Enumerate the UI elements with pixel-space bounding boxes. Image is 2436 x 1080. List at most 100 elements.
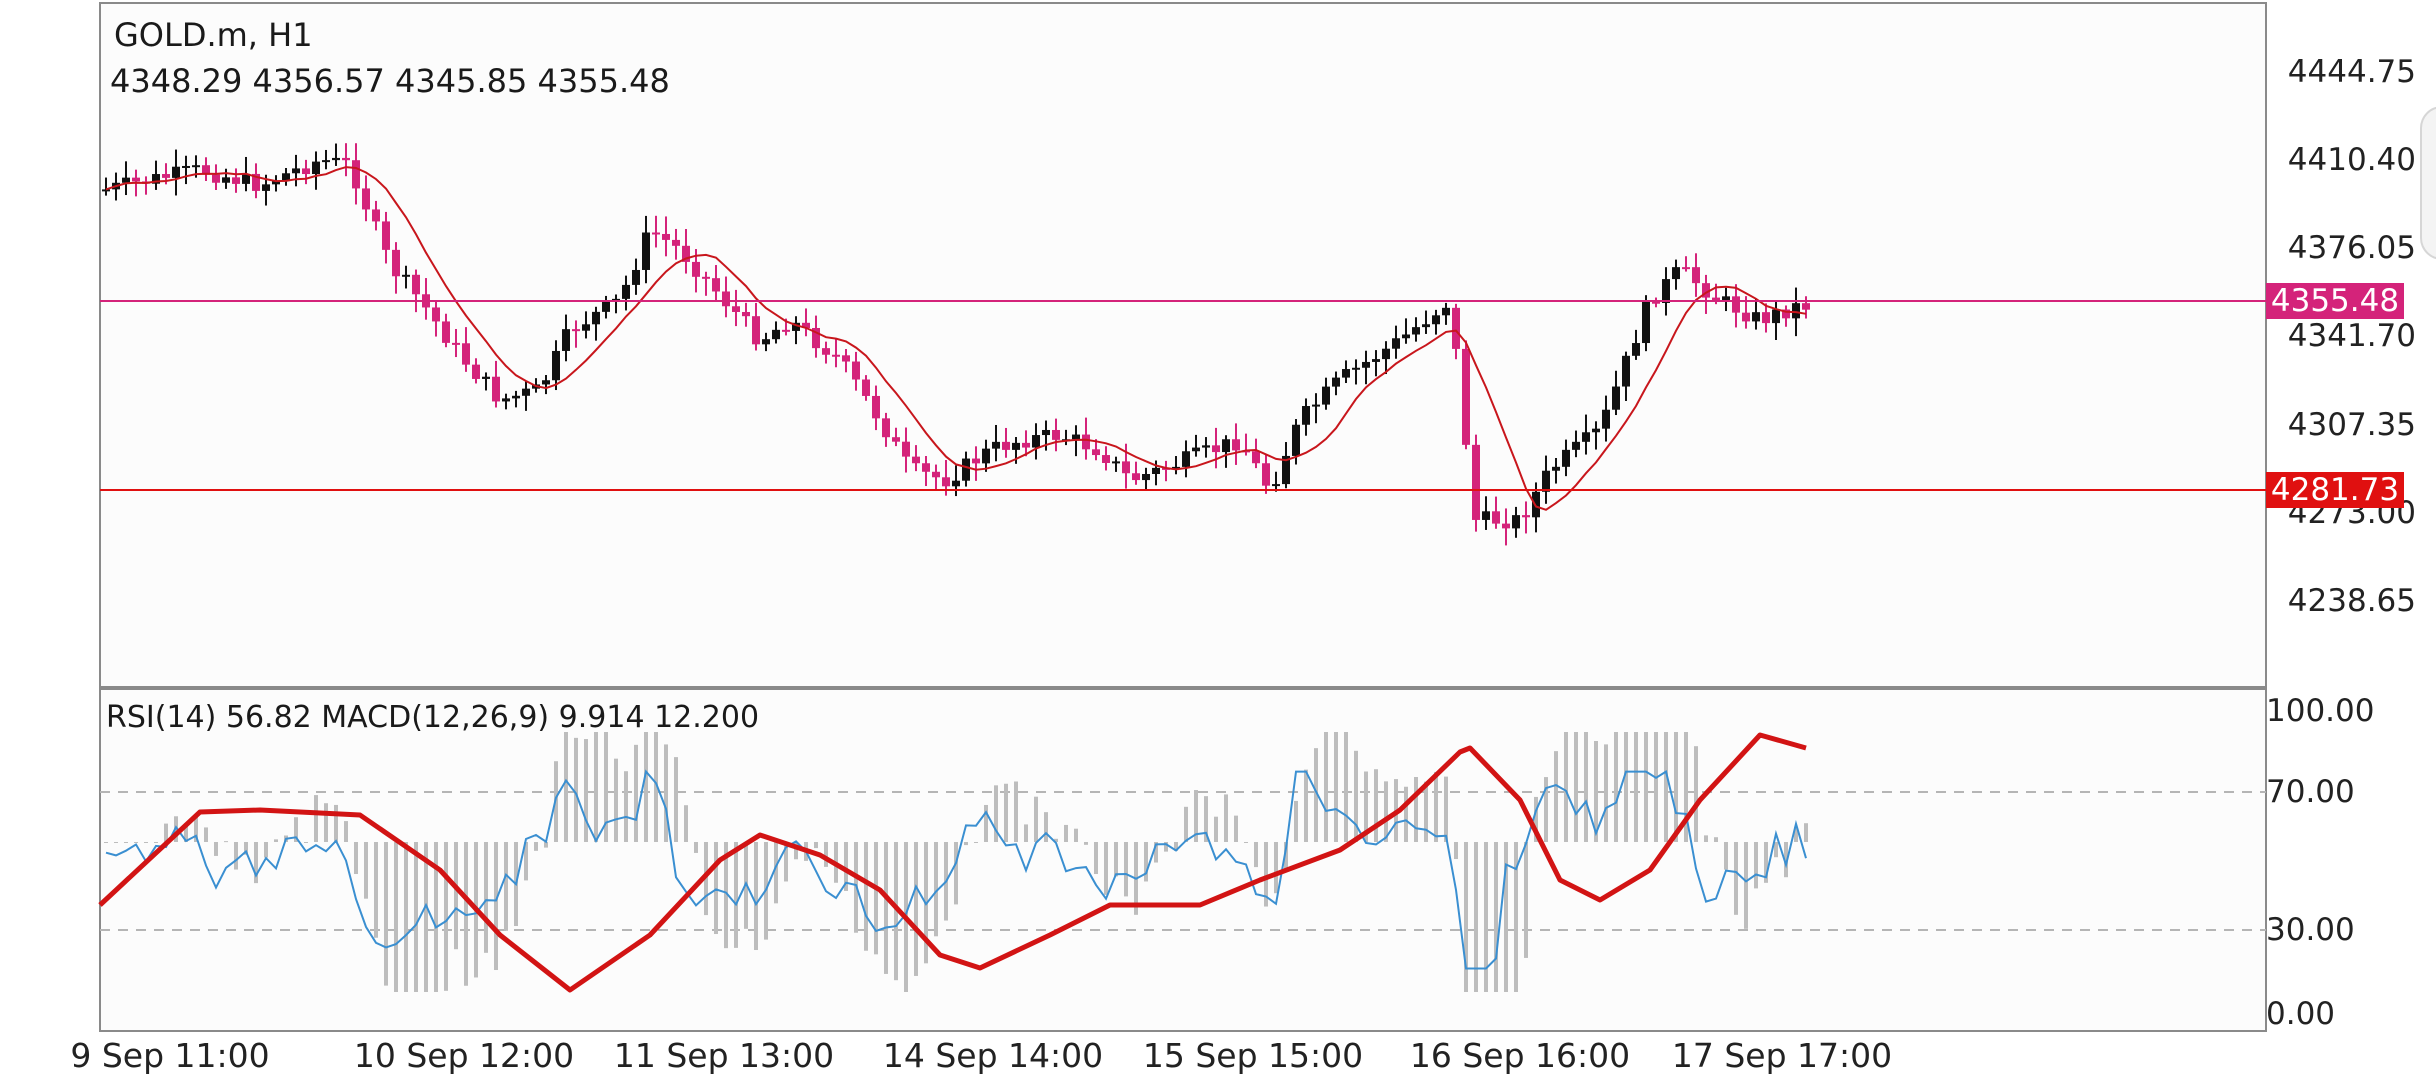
- macd-bar: [984, 804, 988, 842]
- candle-body: [402, 274, 410, 277]
- candle-body: [1492, 511, 1500, 524]
- macd-bar: [814, 842, 818, 849]
- time-label: 15 Sep 15:00: [1142, 1036, 1364, 1075]
- candle-body: [1202, 445, 1210, 448]
- indicator-tick: 70.00: [2266, 774, 2355, 810]
- candle-body: [552, 350, 560, 381]
- macd-bar: [1174, 842, 1178, 851]
- macd-bar: [1144, 842, 1148, 882]
- macd-bar: [594, 732, 598, 842]
- macd-bar: [304, 842, 308, 843]
- macd-bar: [1754, 842, 1758, 889]
- macd-bar: [414, 842, 418, 992]
- candle-body: [1132, 473, 1140, 481]
- macd-bar: [504, 842, 508, 931]
- indicator-tick: 0.00: [2266, 996, 2336, 1032]
- macd-bar: [1064, 824, 1068, 842]
- candlesticks[interactable]: [102, 143, 1810, 546]
- macd-bar: [994, 785, 998, 842]
- macd-bar: [354, 842, 358, 875]
- candle-body: [512, 395, 520, 399]
- macd-bar: [1664, 732, 1668, 842]
- price-tick: 4238.65: [2287, 583, 2416, 619]
- macd-bar: [1464, 842, 1468, 992]
- macd-bar: [1324, 732, 1328, 842]
- macd-bar: [1154, 842, 1158, 863]
- macd-bar: [974, 842, 978, 843]
- candle-body: [962, 458, 970, 481]
- macd-bar: [1014, 781, 1018, 842]
- ohlc-values: 4348.29 4356.57 4345.85 4355.48: [110, 62, 670, 100]
- macd-bar: [1124, 842, 1128, 897]
- time-label: 16 Sep 16:00: [1409, 1036, 1631, 1075]
- candle-body: [432, 307, 440, 322]
- candle-body: [882, 418, 890, 438]
- macd-bar: [874, 842, 878, 955]
- macd-bar: [144, 842, 148, 843]
- macd-bar: [1494, 842, 1498, 992]
- macd-bar: [1304, 769, 1308, 842]
- macd-bar: [1574, 732, 1578, 842]
- macd-bar: [1484, 842, 1488, 992]
- candle-body: [872, 395, 880, 419]
- indicator-panel[interactable]: [99, 688, 2267, 1032]
- macd-bar: [1744, 842, 1748, 929]
- candle-body: [392, 249, 400, 277]
- side-panel-handle[interactable]: [2420, 106, 2436, 260]
- candle-body: [1472, 444, 1480, 520]
- macd-bar: [684, 805, 688, 842]
- macd-bar: [324, 803, 328, 842]
- candle-body: [862, 379, 870, 396]
- macd-bar: [584, 739, 588, 842]
- candle-body: [442, 321, 450, 343]
- time-label: 10 Sep 12:00: [353, 1036, 575, 1075]
- macd-bar: [524, 842, 528, 881]
- candle-body: [642, 232, 650, 270]
- macd-bar: [894, 842, 898, 981]
- candle-body: [1262, 463, 1270, 486]
- candle-body: [1762, 312, 1770, 324]
- macd-bar: [1234, 815, 1238, 842]
- macd-bar: [1634, 732, 1638, 842]
- candle-body: [342, 157, 350, 161]
- candle-body: [1342, 369, 1350, 378]
- macd-bar: [1474, 842, 1478, 992]
- candle-body: [1372, 359, 1380, 362]
- macd-bar: [1454, 842, 1458, 860]
- price-panel[interactable]: [99, 2, 2267, 688]
- macd-bar: [1284, 842, 1288, 869]
- macd-bar: [1294, 800, 1298, 842]
- candle-body: [132, 177, 140, 182]
- macd-bar: [1794, 826, 1798, 842]
- candle-body: [222, 177, 230, 183]
- candle-body: [1292, 424, 1300, 456]
- candle-body: [622, 284, 630, 299]
- candle-body: [1692, 267, 1700, 284]
- candle-body: [1212, 445, 1220, 453]
- macd-bar: [1684, 732, 1688, 842]
- macd-bar: [364, 842, 368, 899]
- candle-body: [412, 274, 420, 295]
- candle-body: [192, 165, 200, 168]
- candle-body: [1222, 439, 1230, 453]
- candle-body: [1602, 409, 1610, 429]
- price-tick: 4307.35: [2287, 407, 2416, 443]
- candle-body: [842, 355, 850, 362]
- macd-bar: [1354, 750, 1358, 842]
- macd-bar: [604, 732, 608, 842]
- candle-body: [952, 480, 960, 487]
- candle-body: [1662, 279, 1670, 303]
- candle-body: [1272, 484, 1280, 487]
- price-level-tag[interactable]: 4281.73: [2266, 472, 2404, 508]
- candle-body: [762, 339, 770, 345]
- macd-bar: [1444, 776, 1448, 842]
- macd-signal-line: [98, 732, 1807, 993]
- macd-bar: [494, 842, 498, 971]
- macd-bar: [224, 841, 228, 843]
- macd-bar: [1024, 824, 1028, 842]
- candle-body: [832, 354, 840, 357]
- time-label: 11 Sep 13:00: [613, 1036, 835, 1075]
- candle-body: [1452, 307, 1460, 349]
- macd-bar: [574, 737, 578, 842]
